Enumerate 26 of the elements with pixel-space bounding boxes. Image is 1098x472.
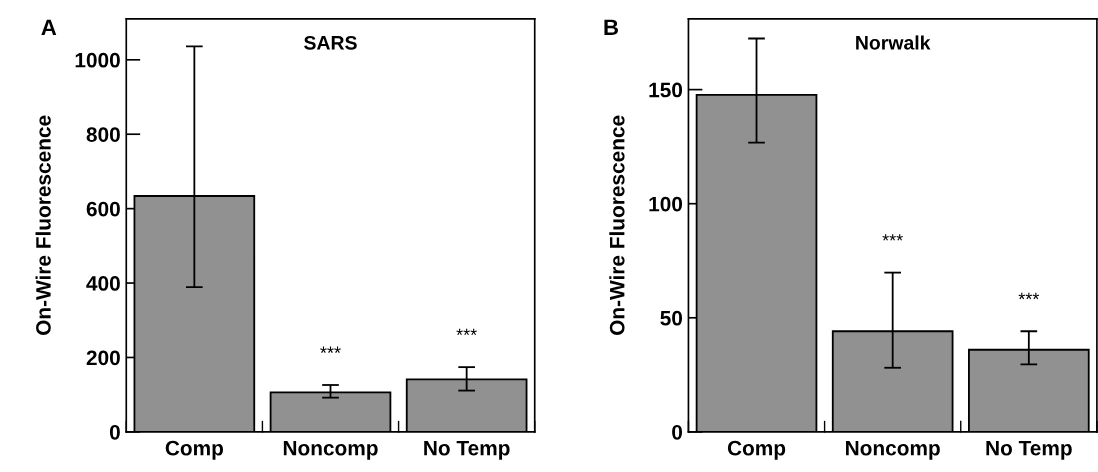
x-tick-label: No Temp xyxy=(424,440,510,460)
y-tick-label: 0 xyxy=(109,424,120,440)
annotation: *** xyxy=(1018,292,1040,300)
annotation: *** xyxy=(882,234,903,241)
x-tick-label: Comp xyxy=(727,440,786,460)
x-tick-label: Noncomp xyxy=(283,440,378,460)
text: SARS xyxy=(304,35,357,50)
y-tick-label: 150 xyxy=(649,82,683,98)
y-tick-label: 200 xyxy=(86,350,120,366)
x-tick-label: Comp xyxy=(165,440,223,460)
x-tick-label: Noncomp xyxy=(846,440,940,460)
text: A xyxy=(41,19,57,35)
y-tick-label: 0 xyxy=(672,424,683,440)
y-tick-label: 600 xyxy=(86,201,120,217)
y-tick-label: 800 xyxy=(86,127,120,142)
y-axis-title: On-Wire Fluorescence xyxy=(35,115,51,335)
y-axis-title: On-Wire Fluorescence xyxy=(609,115,625,335)
text: B xyxy=(604,19,618,35)
x-tick-label: No Temp xyxy=(986,440,1072,460)
y-tick-label: 100 xyxy=(649,196,683,212)
y-tick-label: 1000 xyxy=(75,52,120,68)
y-tick-label: 400 xyxy=(86,276,120,291)
y-tick-label: 50 xyxy=(660,310,683,326)
text: Norwalk xyxy=(856,35,931,50)
annotation: *** xyxy=(456,328,477,336)
annotation: *** xyxy=(320,346,341,353)
